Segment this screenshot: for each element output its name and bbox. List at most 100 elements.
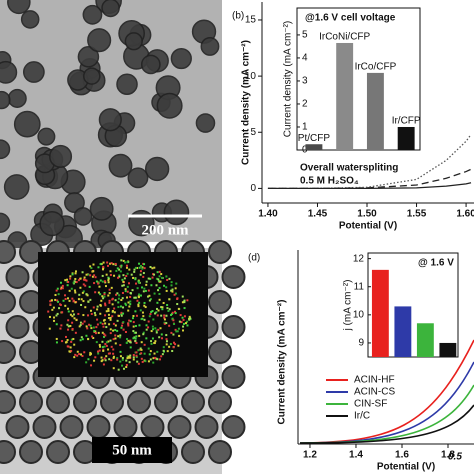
map-dot [145, 324, 148, 327]
map-dot [99, 312, 102, 315]
map-dot [73, 317, 76, 320]
bar-label: Ir/CFP [392, 116, 421, 127]
map-dot [139, 270, 142, 273]
map-dot [67, 307, 70, 310]
map-dot [171, 288, 174, 291]
bar [336, 42, 354, 150]
map-dot [152, 361, 155, 364]
map-dot [78, 353, 81, 356]
map-dot [137, 303, 140, 306]
map-dot [134, 340, 137, 343]
map-dot [72, 300, 75, 303]
map-dot [135, 355, 138, 358]
map-dot [113, 311, 116, 314]
map-dot [100, 360, 103, 363]
map-dot [161, 353, 164, 356]
y-axis-label: Current density (mA cm⁻²) [277, 300, 288, 425]
scale-box [92, 437, 172, 463]
x-tick-label: 1.60 [456, 209, 474, 220]
map-dot [106, 264, 109, 267]
map-dot [85, 293, 88, 296]
map-dot [129, 346, 132, 349]
map-dot [64, 341, 67, 344]
map-dot [132, 330, 135, 333]
map-dot [152, 328, 155, 331]
map-dot [129, 354, 132, 357]
map-dot [131, 289, 134, 292]
map-dot [95, 341, 98, 344]
map-dot [156, 358, 159, 361]
map-dot [78, 293, 81, 296]
map-dot [140, 341, 143, 344]
map-dot [186, 320, 189, 323]
map-dot [132, 325, 135, 328]
map-dot [105, 326, 108, 329]
map-dot [141, 266, 144, 269]
map-dot [108, 292, 111, 295]
map-dot [74, 272, 77, 275]
map-dot [119, 344, 122, 347]
map-dot [75, 319, 78, 322]
map-dot [132, 314, 135, 317]
map-dot [103, 345, 106, 348]
map-dot [81, 291, 84, 294]
map-dot [107, 279, 110, 282]
map-dot [151, 310, 154, 313]
map-dot [117, 276, 120, 279]
map-dot [101, 274, 104, 277]
map-dot [54, 298, 57, 301]
map-dot [104, 343, 107, 346]
map-dot [125, 363, 128, 366]
map-dot [93, 274, 96, 277]
map-dot [143, 318, 146, 321]
map-dot [159, 280, 162, 283]
particle [5, 365, 30, 389]
map-dot [139, 309, 142, 312]
map-dot [126, 357, 129, 360]
particle [181, 440, 205, 464]
particle [221, 265, 246, 289]
particle [89, 196, 114, 221]
map-dot [92, 263, 95, 266]
map-dot [132, 276, 135, 279]
map-dot [147, 320, 150, 323]
map-dot [120, 259, 123, 262]
map-dot [107, 313, 110, 316]
legend-label: ACIN-HF [354, 375, 395, 386]
map-dot [182, 325, 185, 328]
map-dot [127, 301, 130, 304]
map-dot [79, 339, 82, 342]
map-dot [57, 293, 60, 296]
map-dot [81, 338, 84, 341]
map-dot [71, 297, 74, 300]
map-dot [47, 310, 50, 313]
map-dot [108, 301, 111, 304]
particle [170, 47, 192, 70]
map-dot [76, 350, 79, 353]
map-dot [107, 309, 110, 312]
map-dot [104, 302, 107, 305]
map-dot [116, 358, 119, 361]
map-dot [173, 293, 176, 296]
map-dot [119, 350, 122, 353]
map-dot [64, 279, 67, 282]
map-dot [138, 348, 141, 351]
map-dot [163, 316, 166, 319]
map-dot [61, 287, 64, 290]
map-dot [105, 273, 108, 276]
map-dot [67, 328, 70, 331]
map-dot [125, 264, 128, 267]
map-dot [116, 357, 119, 360]
map-dot [72, 313, 75, 316]
map-dot [67, 280, 70, 283]
particle [46, 440, 70, 464]
map-dot [149, 265, 152, 268]
map-dot [165, 343, 168, 346]
map-dot [114, 329, 117, 332]
map-dot [128, 305, 131, 308]
particle [0, 390, 16, 414]
map-dot [58, 307, 61, 310]
map-dot [135, 354, 138, 357]
map-dot [176, 303, 179, 306]
y-tick-label: 3 [302, 76, 308, 87]
